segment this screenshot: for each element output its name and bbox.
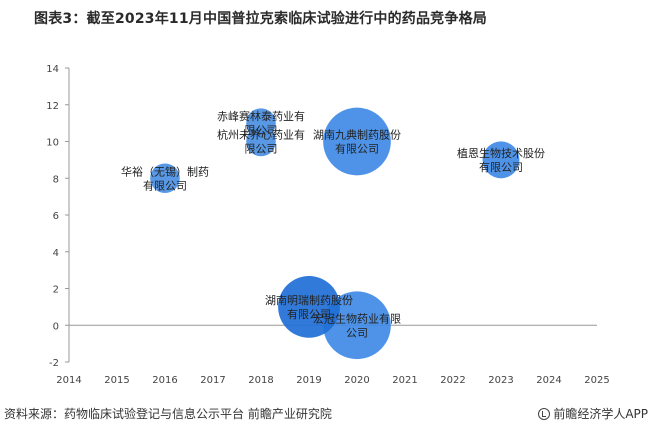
brand-logo-icon (538, 408, 551, 420)
bubble-label-line: 有限公司 (335, 142, 379, 156)
bubble-label-line: 植恩生物技术股份 (457, 146, 545, 160)
brand-label: 前瞻经济学人APP (553, 407, 648, 421)
y-tick-label: 14 (46, 64, 59, 75)
bubble-label-line: 华裕（无锡）制药 (121, 164, 209, 178)
y-tick-label: 6 (53, 211, 59, 222)
x-tick-label: 2023 (488, 375, 513, 386)
x-tick-label: 2019 (296, 375, 321, 386)
bubble-label-line: 限公司 (245, 143, 278, 156)
bubble-point (482, 141, 520, 179)
chart-bubbles (150, 107, 520, 360)
x-tick-label: 2018 (248, 375, 273, 386)
bubble-point (278, 275, 340, 338)
source-note: 资料来源：药物临床试验登记与信息公示平台 前瞻产业研究院 (4, 407, 332, 421)
x-tick-label: 2022 (440, 375, 465, 386)
bubble-label-line: 湖南九典制药股份 (313, 128, 401, 142)
y-tick-label: 12 (46, 101, 59, 112)
x-tick-label: 2014 (56, 375, 81, 386)
bubble-label-line: 有限公司 (143, 178, 187, 192)
bubble-label-line: 杭州未养心药业有 (217, 128, 305, 142)
bubble-label: 赤峰赛林泰药业有限公司 (217, 109, 305, 137)
bubble-label: 湖南九典制药股份有限公司 (313, 128, 401, 156)
x-tick-label: 2016 (152, 375, 177, 386)
bubble-point (246, 126, 276, 157)
bubble-label: 杭州未养心药业有限公司 (217, 128, 305, 156)
bubble-label: 湖南明瑞制药股份有限公司 (265, 293, 353, 321)
bubble-label-line: 限公司 (245, 124, 278, 137)
chart-title: 图表3：截至2023年11月中国普拉克索临床试验进行中的药品竞争格局 (34, 11, 487, 27)
bubble-label-line: 宏冠生物药业有限 (313, 311, 401, 325)
x-tick-label: 2024 (536, 375, 561, 386)
bubble-label: 宏冠生物药业有限公司 (313, 311, 401, 339)
y-tick-label: 4 (53, 248, 59, 259)
y-tick-label: 2 (53, 285, 59, 296)
bubble-point (323, 291, 391, 360)
x-tick-label: 2017 (200, 375, 225, 386)
bubble-label-line: 赤峰赛林泰药业有 (217, 109, 305, 123)
x-tick-label: 2015 (104, 375, 129, 386)
bubble-label-line: 湖南明瑞制药股份 (265, 293, 353, 307)
y-tick-label: 0 (53, 321, 59, 332)
bubble-label-line: 有限公司 (287, 307, 331, 321)
y-tick-label: -2 (49, 358, 59, 369)
bubble-point (323, 107, 391, 176)
bubble-label-line: 有限公司 (479, 160, 523, 174)
y-tick-label: 10 (46, 138, 59, 149)
bubble-label-line: 公司 (346, 326, 368, 339)
bubble-label: 植恩生物技术股份有限公司 (457, 146, 545, 174)
y-tick-label: 8 (53, 174, 59, 185)
x-tick-label: 2025 (584, 375, 609, 386)
bubble-label: 华裕（无锡）制药有限公司 (121, 164, 209, 192)
brand-mark: 前瞻经济学人APP (538, 405, 648, 422)
x-tick-label: 2021 (392, 375, 417, 386)
bubble-point (150, 163, 180, 194)
chart-bubble-labels: 华裕（无锡）制药有限公司赤峰赛林泰药业有限公司杭州未养心药业有限公司湖南九典制药… (121, 109, 545, 339)
x-tick-label: 2020 (344, 375, 369, 386)
